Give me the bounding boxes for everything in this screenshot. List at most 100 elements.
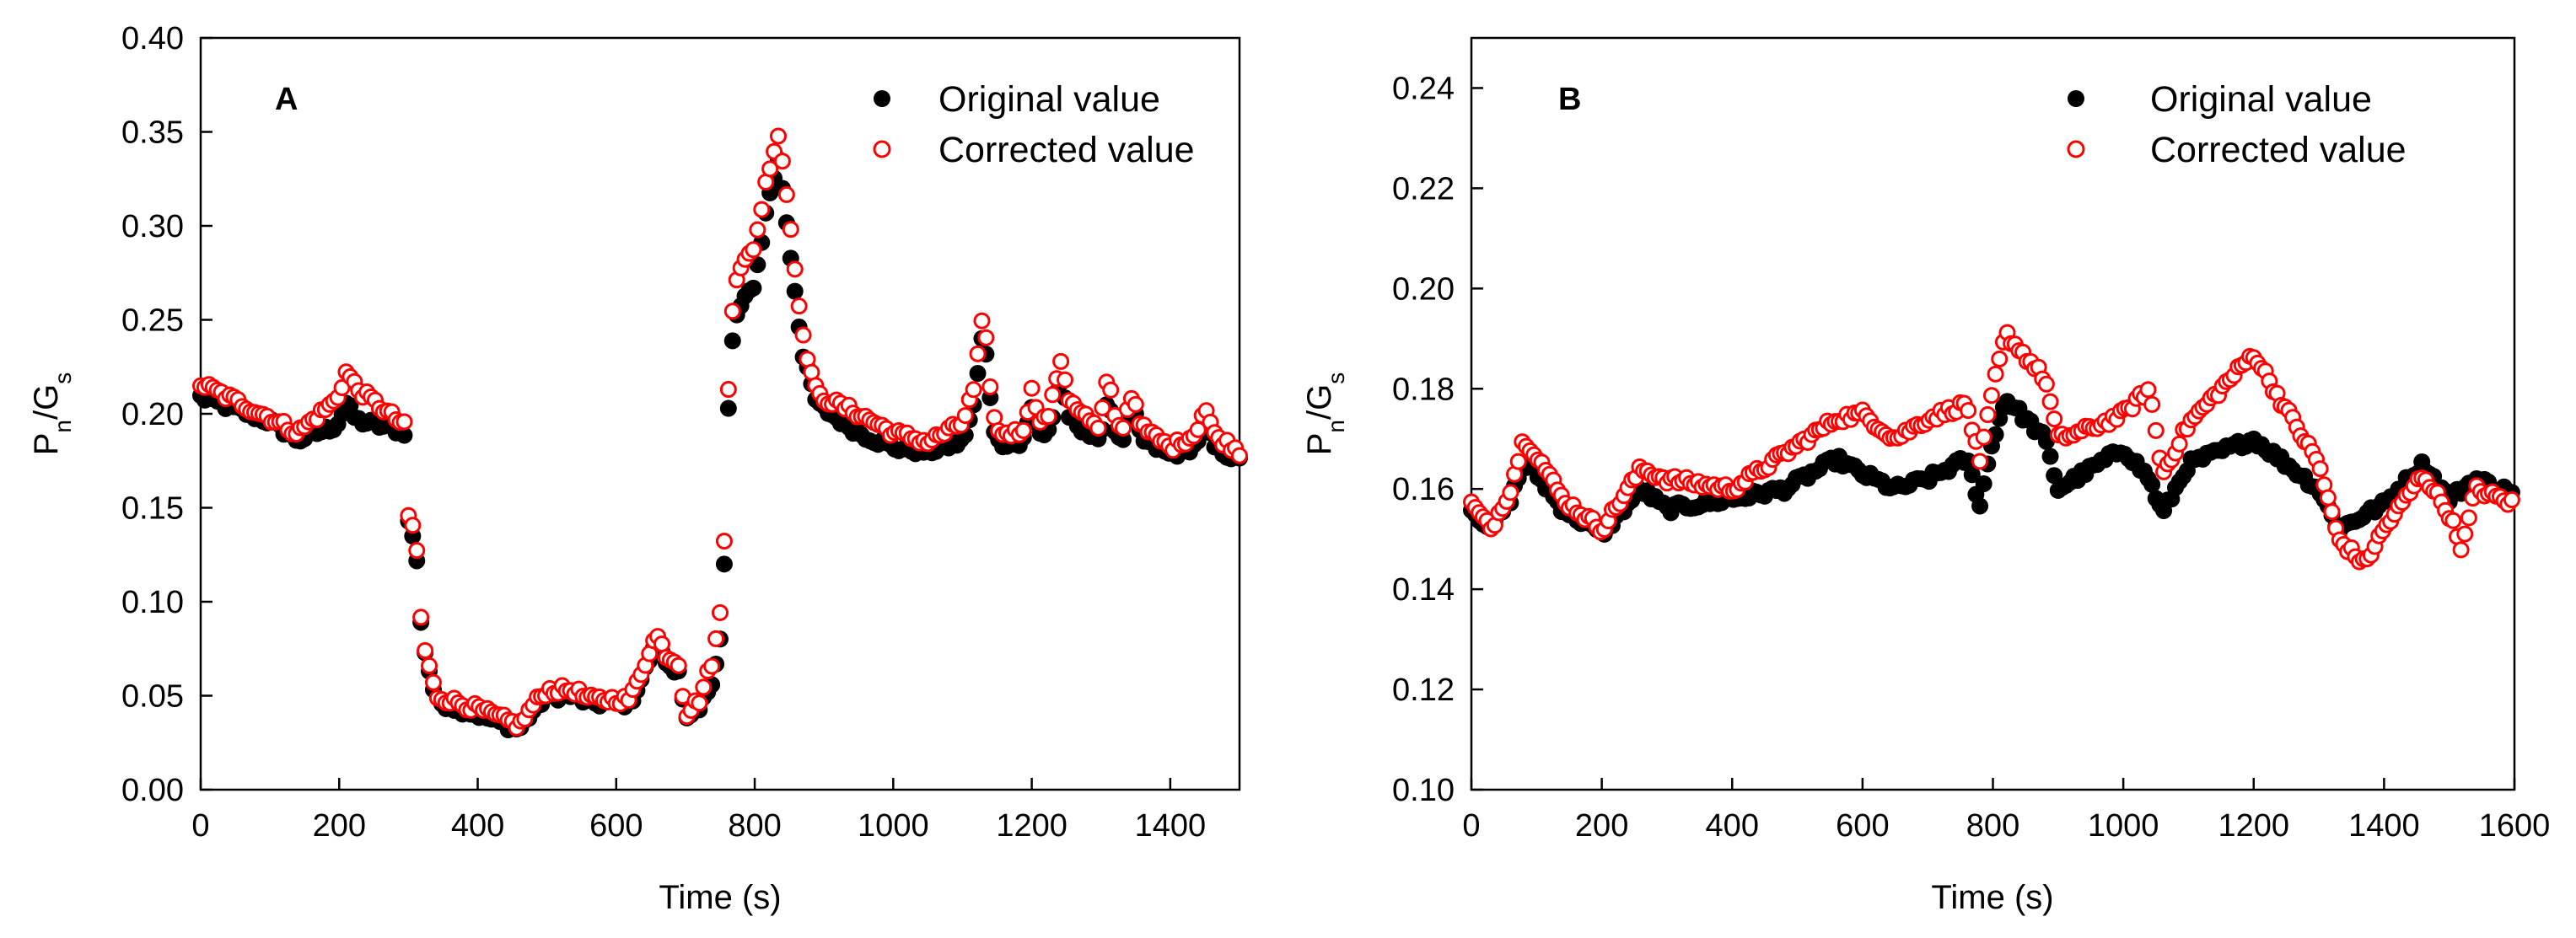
data-point-original: [719, 399, 737, 417]
panel-b-x-tick-label: 600: [1836, 808, 1889, 844]
data-point-corrected: [769, 127, 787, 145]
panel-a-y-tick-label: 0.30: [121, 209, 184, 244]
panel-b-legend-corrected-marker: [2067, 140, 2085, 158]
data-point-corrected: [1023, 379, 1041, 397]
panel-a-y-title-sub-s: s: [50, 373, 76, 384]
panel-b-legend-corrected-label: Corrected value: [2150, 130, 2407, 170]
data-point-original: [1971, 497, 1989, 515]
data-point-corrected: [965, 381, 982, 399]
panel-a-x-tick-label: 800: [728, 808, 781, 844]
data-point-original: [1963, 466, 1981, 484]
data-point-corrected: [723, 303, 741, 320]
panel-a-legend: Original value Corrected value: [873, 79, 1195, 170]
data-point-corrected: [973, 312, 991, 330]
panel-a-y-title-g: /G: [28, 384, 65, 420]
panel-b-y-tick-label: 0.24: [1392, 71, 1455, 106]
data-point-corrected: [408, 542, 426, 560]
data-point-corrected: [691, 694, 708, 712]
panel-a-letter: A: [275, 82, 298, 117]
data-point-corrected: [2456, 525, 2474, 543]
panel-b-letter: B: [1558, 82, 1581, 117]
data-point-corrected: [761, 160, 779, 178]
panel-b-y-title-g: /G: [1301, 384, 1338, 420]
data-point-corrected: [2143, 395, 2161, 413]
panel-a-y-axis: 0.00 0.05 0.10 0.15 0.20 0.25 0.30 0.35 0.40: [121, 21, 212, 808]
panel-a-x-tick-label: 1200: [996, 808, 1068, 844]
data-point-corrected: [794, 326, 812, 344]
data-point-corrected: [1115, 419, 1132, 437]
panel-b-y-tick-label: 0.16: [1392, 472, 1455, 507]
data-point-corrected: [1987, 365, 2004, 383]
data-point-corrected: [1044, 386, 1062, 404]
panel-b-x-tick-label: 1400: [2348, 808, 2420, 844]
data-point-corrected: [749, 221, 766, 239]
panel-b-x-tick-label: 1000: [2088, 808, 2159, 844]
panel-b-x-tick-label: 200: [1575, 808, 1628, 844]
data-point-corrected: [1089, 419, 1107, 437]
panel-a-y-title-sub-n: n: [50, 420, 76, 433]
panel-a-legend-corrected-label: Corrected value: [938, 130, 1195, 170]
data-point-corrected: [1982, 387, 2000, 405]
data-point-original: [1975, 474, 1993, 492]
data-point-original: [723, 332, 741, 350]
panel-a-legend-original-label: Original value: [938, 79, 1160, 120]
panel-a-y-tick-label: 0.10: [121, 585, 184, 620]
data-point-corrected: [715, 533, 733, 550]
panel-b-y-title-sub-n: n: [1323, 420, 1349, 433]
data-point-corrected: [417, 641, 434, 659]
data-point-corrected: [2041, 393, 2059, 410]
panel-b-y-title-sub-s: s: [1323, 373, 1349, 384]
panel-a-legend-original-marker: [874, 90, 890, 107]
data-point-corrected: [1502, 484, 1519, 501]
panel-a-x-tick-label: 600: [589, 808, 643, 844]
data-point-corrected: [695, 678, 713, 696]
data-point-corrected: [2323, 503, 2341, 521]
data-point-original: [1115, 431, 1132, 448]
data-point-corrected: [424, 673, 442, 691]
data-point-corrected: [786, 260, 804, 278]
panel-a-y-tick-label: 0.15: [121, 491, 184, 527]
data-point-original: [715, 555, 733, 573]
panel-a-x-axis: 0 200 400 600 800 1000 1200 1400: [191, 778, 1206, 844]
panel-b-x-tick-label: 800: [1966, 808, 2019, 844]
data-point-corrected: [412, 608, 430, 626]
data-point-corrected: [2452, 541, 2470, 559]
data-point-corrected: [1102, 381, 1120, 399]
data-point-corrected: [790, 297, 808, 315]
data-point-corrected: [2046, 410, 2063, 428]
data-point-corrected: [969, 345, 987, 362]
data-point-corrected: [2444, 512, 2462, 529]
data-point-corrected: [956, 407, 974, 425]
panel-a-series-corrected: [192, 127, 1248, 737]
panel-b-y-tick-label: 0.14: [1392, 572, 1455, 608]
data-point-original: [969, 365, 987, 383]
data-point-corrected: [2147, 421, 2165, 439]
panel-b-points: [1463, 324, 2520, 571]
data-point-corrected: [1991, 350, 2009, 367]
data-point-corrected: [1014, 421, 1032, 439]
data-point-corrected: [981, 378, 999, 396]
data-point-corrected: [421, 657, 438, 674]
panel-a-y-title-p: P: [28, 433, 65, 456]
data-point-corrected: [782, 221, 799, 239]
panel-b-legend: Original value Corrected value: [2067, 79, 2407, 170]
data-point-corrected: [1971, 453, 1989, 470]
panel-a-x-tick-label: 0: [191, 808, 209, 844]
panel-b-x-axis: 0 200 400 600 800 1000 1200 1400 1600: [1462, 778, 2550, 844]
data-point-corrected: [1979, 406, 1997, 424]
data-point-corrected: [2319, 489, 2337, 507]
data-point-original: [395, 426, 413, 444]
panel-a-y-tick-label: 0.35: [121, 115, 184, 151]
panel-b-y-tick-label: 0.18: [1392, 372, 1455, 407]
data-point-corrected: [2503, 491, 2520, 509]
panel-a-y-tick-label: 0.25: [121, 303, 184, 339]
panel-b-y-title-p: P: [1301, 433, 1338, 456]
panel-b-series-corrected: [1463, 324, 2520, 571]
data-point-corrected: [1040, 408, 1057, 426]
panel-b-y-tick-label: 0.22: [1392, 171, 1455, 206]
panel-a-series-original: [192, 150, 1248, 739]
data-point-corrected: [1052, 352, 1070, 370]
panel-a-y-tick-label: 0.20: [121, 397, 184, 432]
panel-a-y-axis-title: Pn/Gs: [28, 373, 76, 456]
panel-b-x-tick-label: 0: [1462, 808, 1480, 844]
